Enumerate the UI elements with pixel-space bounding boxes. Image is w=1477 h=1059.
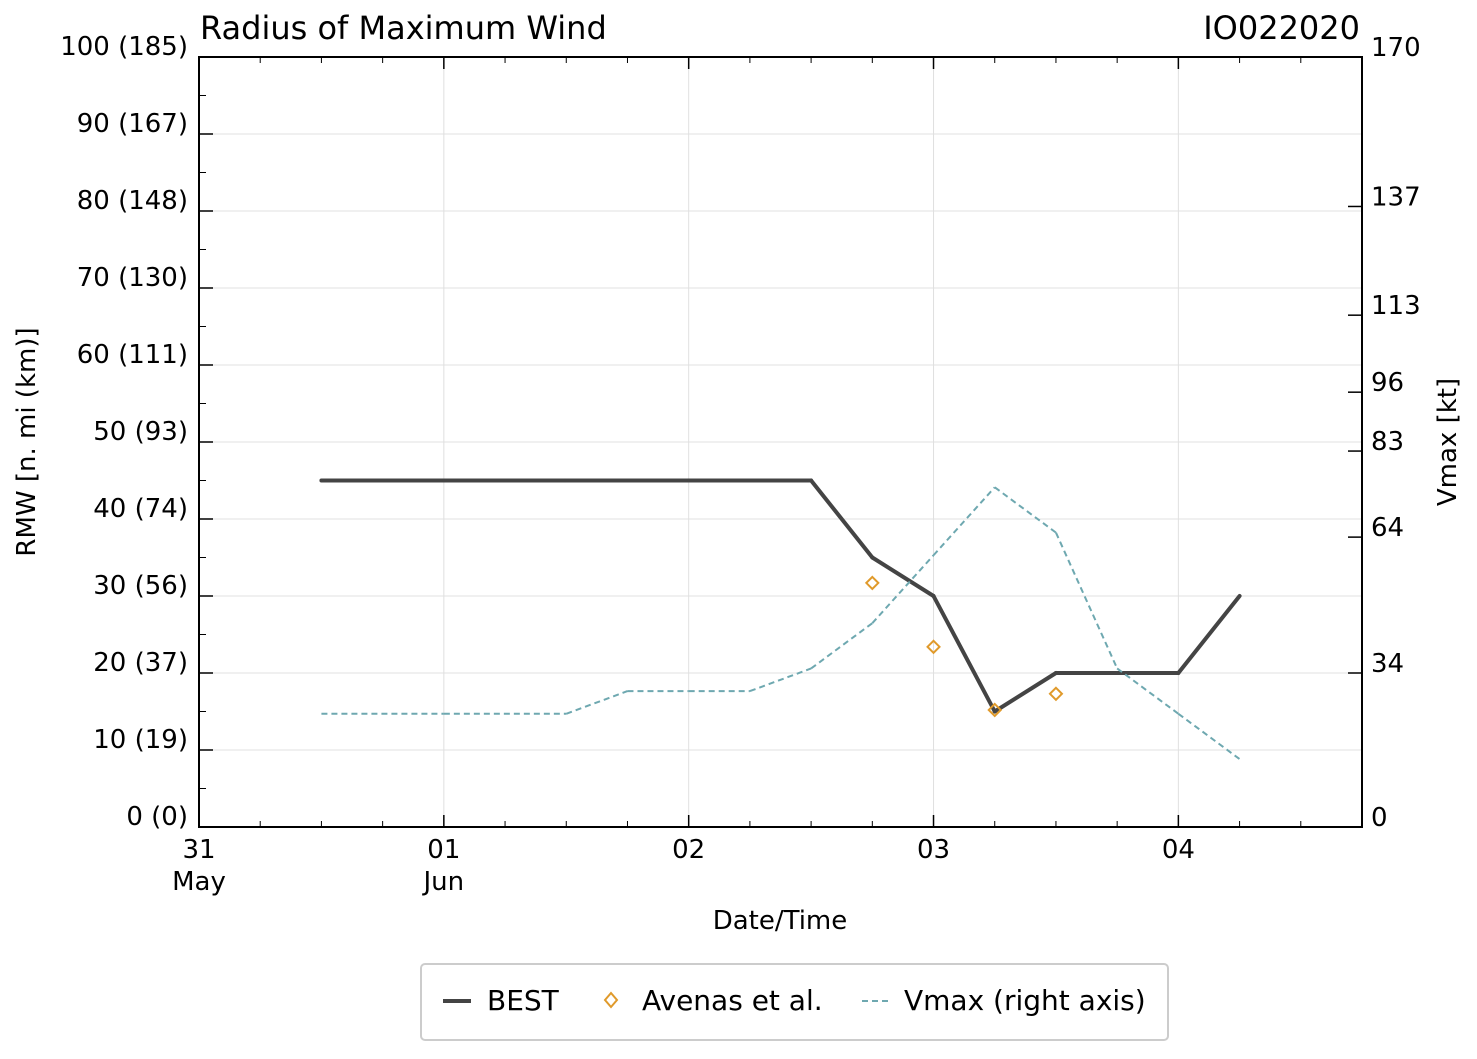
- best-segment: [870, 555, 936, 598]
- y-left-tick-label: 0 (0): [126, 802, 188, 832]
- best-segment: [992, 671, 1058, 714]
- vmax-segment: [1055, 532, 1119, 669]
- y-right-tick-label: 137: [1371, 182, 1421, 212]
- x-tick-sublabel: Jun: [422, 867, 465, 897]
- x-axis-label: Date/Time: [713, 906, 848, 936]
- avenas-marker: [987, 702, 1003, 718]
- vmax-segment: [994, 486, 1057, 534]
- legend-swatch-avenas: [603, 991, 619, 1009]
- x-tick-label: 04: [1162, 835, 1195, 865]
- vmax-segment: [871, 554, 935, 624]
- y-right-tick-label: 170: [1371, 33, 1421, 63]
- y-right-tick-label: 0: [1371, 803, 1388, 833]
- y-left-tick-label: 70 (130): [77, 263, 188, 293]
- y-left-tick-label: 40 (74): [93, 494, 188, 524]
- chart-title: Radius of Maximum Wind: [200, 9, 607, 47]
- y-left-tick-label: 20 (37): [93, 648, 188, 678]
- y-right-tick-label: 113: [1371, 291, 1421, 321]
- y-left-tick-label: 50 (93): [93, 417, 188, 447]
- y-right-tick-label: 96: [1371, 368, 1404, 398]
- legend-label-vmax: Vmax (right axis): [904, 984, 1146, 1017]
- y-left-tick-label: 90 (167): [77, 109, 188, 139]
- avenas-marker: [1048, 686, 1064, 702]
- y-left-tick-label: 10 (19): [93, 725, 188, 755]
- vmax-segment: [749, 667, 812, 693]
- vmax-segment: [1116, 667, 1179, 715]
- vmax-segment: [932, 486, 996, 556]
- avenas-marker: [926, 639, 941, 655]
- x-tick-label: 03: [917, 835, 950, 865]
- y-right-tick-label: 64: [1371, 513, 1404, 543]
- best-segment: [1176, 594, 1242, 675]
- x-tick-sublabel: May: [172, 867, 226, 897]
- y-right-tick-labels: 0 34 64 83 96 113 137 170: [1371, 33, 1421, 833]
- storm-id: IO022020: [1203, 9, 1360, 47]
- avenas-marker: [864, 575, 880, 591]
- y-right-axis-label: Vmax [kt]: [1433, 378, 1463, 506]
- y-left-tick-label: 80 (148): [77, 186, 188, 216]
- y-left-tick-labels: 0 (0) 10 (19) 20 (37) 30 (56) 40 (74) 50 (93)…: [60, 32, 188, 832]
- legend-box: [420, 963, 1169, 1041]
- x-tick-label: 31: [182, 835, 215, 865]
- y-right-tick-label: 83: [1371, 427, 1404, 457]
- plot-frame: [198, 56, 1363, 828]
- grid: [198, 56, 1362, 828]
- vmax-segment: [810, 622, 873, 670]
- y-left-tick-label: 30 (56): [93, 571, 188, 601]
- y-left-axis-label: RMW [n. mi (km)]: [12, 327, 42, 556]
- series-layer: [319, 478, 1242, 760]
- legend-label-best: BEST: [487, 984, 560, 1017]
- vmax-segment: [565, 690, 628, 715]
- legend: BEST Avenas et al. Vmax (right axis): [420, 963, 1169, 1041]
- x-tick-label: 01: [427, 835, 460, 865]
- best-segment: [809, 478, 875, 560]
- y-right-tick-label: 34: [1371, 649, 1404, 679]
- y-left-tick-label: 100 (185): [60, 32, 188, 62]
- y-left-tick-label: 60 (111): [77, 340, 188, 370]
- vmax-segment: [1177, 712, 1241, 760]
- legend-label-avenas: Avenas et al.: [642, 984, 823, 1017]
- best-segment: [931, 594, 997, 714]
- x-tick-label: 02: [672, 835, 705, 865]
